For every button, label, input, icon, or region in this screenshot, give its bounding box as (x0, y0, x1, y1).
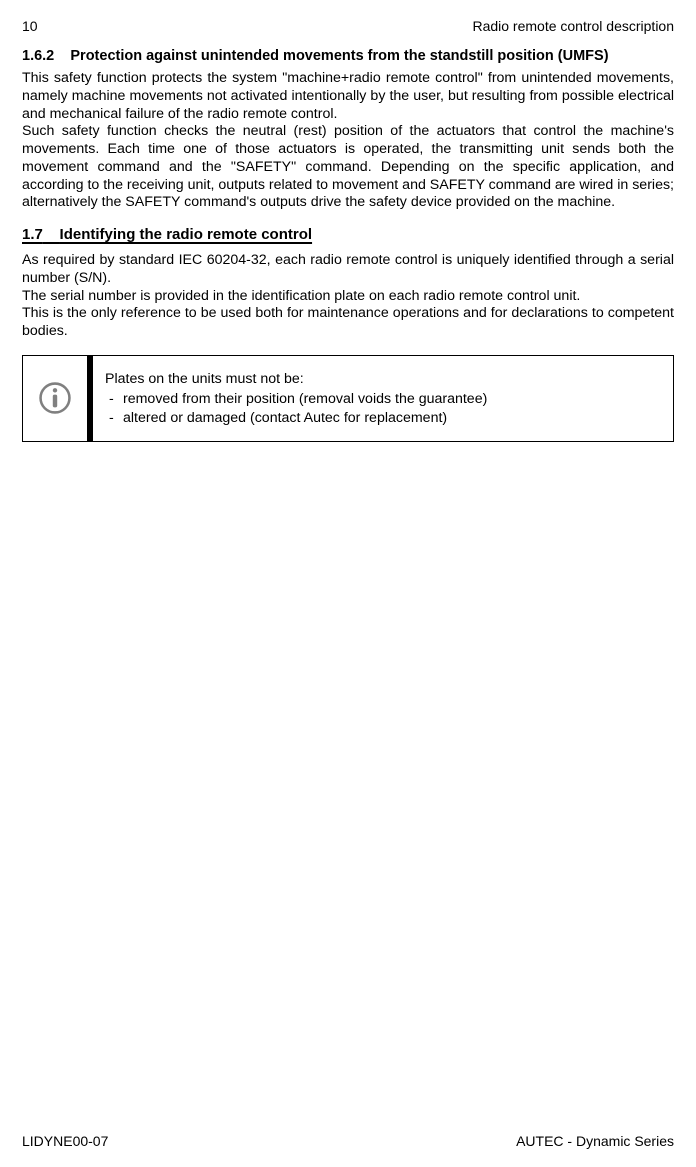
info-text: Plates on the units must not be: removed… (93, 356, 673, 441)
footer-right: AUTEC - Dynamic Series (516, 1133, 674, 1149)
info-list: removed from their position (removal voi… (105, 390, 661, 427)
page-number: 10 (22, 18, 38, 34)
paragraph-17: As required by standard IEC 60204-32, ea… (22, 252, 674, 341)
section-title-text: Identifying the radio remote control (60, 226, 313, 243)
section-heading-17: 1.7 Identifying the radio remote control (22, 226, 674, 244)
info-icon (38, 381, 72, 415)
info-list-item: altered or damaged (contact Autec for re… (123, 409, 661, 427)
subsection-number: 1.6.2 (22, 48, 54, 64)
page-footer: LIDYNE00-07 AUTEC - Dynamic Series (22, 1133, 674, 1149)
paragraph-162: This safety function protects the system… (22, 70, 674, 212)
footer-left: LIDYNE00-07 (22, 1133, 108, 1149)
info-lead: Plates on the units must not be: (105, 370, 661, 388)
subsection-heading-162: 1.6.2 Protection against unintended move… (22, 48, 674, 64)
header-right-text: Radio remote control description (472, 18, 674, 34)
page-header: 10 Radio remote control description (22, 18, 674, 34)
section-number: 1.7 (22, 226, 43, 243)
info-icon-cell (23, 356, 93, 441)
info-list-item: removed from their position (removal voi… (123, 390, 661, 408)
subsection-title: Protection against unintended movements … (70, 48, 608, 64)
info-box: Plates on the units must not be: removed… (22, 355, 674, 442)
